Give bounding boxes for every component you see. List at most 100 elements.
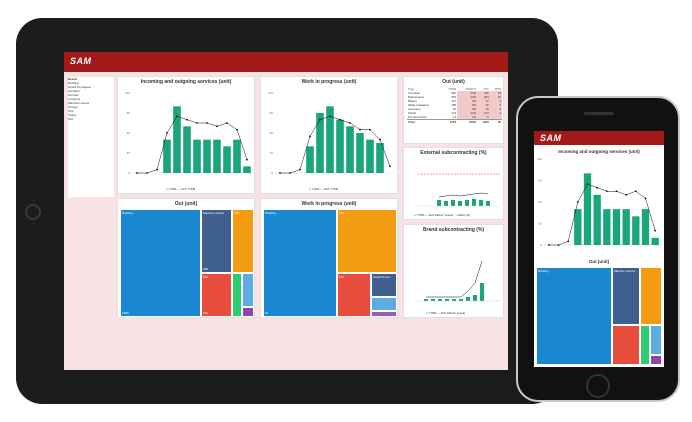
table-row[interactable]: No intervention 13 1% 5 [407, 115, 502, 120]
table-row[interactable]: Accessory 52 4% 19 6 [407, 107, 502, 111]
treemap-tile[interactable] [371, 297, 397, 311]
bar[interactable] [203, 139, 211, 173]
treemap-tile[interactable]: Oris [337, 209, 397, 273]
treemap-tile[interactable]: Breitling 1305 [120, 209, 201, 317]
treemap-tile[interactable] [371, 311, 397, 317]
table-row[interactable]: Complete 940 43% 196 35 [407, 91, 502, 95]
line-point[interactable] [279, 172, 281, 174]
bar[interactable] [183, 126, 191, 173]
slicer-item[interactable]: Hamilton [68, 89, 80, 93]
line-point[interactable] [329, 115, 331, 118]
slicer-item[interactable]: N/A [68, 117, 74, 121]
slicer-item[interactable]: Breitling [68, 81, 79, 85]
table-row[interactable]: Battery 167 6% 17 4 [407, 99, 502, 103]
bar[interactable] [213, 139, 221, 173]
treemap-tile[interactable]: Breitling [536, 267, 612, 365]
bar[interactable] [622, 209, 630, 245]
bar[interactable] [223, 146, 231, 173]
table-row[interactable]: Partial 473 22% 273 4 [407, 111, 502, 115]
line-point[interactable] [644, 197, 647, 200]
bar[interactable] [316, 113, 324, 173]
line-point[interactable] [226, 122, 228, 124]
bar[interactable] [336, 119, 344, 173]
line-point[interactable] [605, 190, 608, 193]
bar[interactable] [346, 126, 354, 173]
treemap-tile[interactable]: Oris [232, 209, 254, 273]
bar[interactable] [356, 133, 364, 173]
table-row[interactable]: Water resistance 188 9% 35 5 [407, 103, 502, 107]
treemap-tile[interactable] [640, 325, 650, 365]
bar[interactable] [233, 139, 241, 173]
line-point[interactable] [339, 118, 341, 121]
line-point[interactable] [166, 132, 168, 134]
line-point[interactable] [246, 158, 248, 161]
line-point[interactable] [349, 122, 351, 124]
line-point[interactable] [379, 138, 381, 141]
line-point[interactable] [206, 122, 208, 124]
bar[interactable] [306, 146, 314, 173]
line-point[interactable] [547, 244, 550, 246]
treemap-tile[interactable] [650, 355, 662, 365]
slicer-item[interactable]: Oris [68, 109, 74, 113]
treemap-tile[interactable]: N/A 210 [201, 273, 232, 317]
slicer-item[interactable]: Maurice Lacroix [68, 101, 90, 105]
bar[interactable] [366, 139, 374, 173]
line-point[interactable] [615, 190, 618, 193]
line-point[interactable] [289, 172, 291, 174]
phone-home-button[interactable] [586, 374, 610, 398]
line-point[interactable] [389, 165, 391, 168]
bar[interactable] [376, 143, 384, 173]
treemap-tile[interactable]: Maurice Lacroix [612, 267, 640, 325]
slicer-item[interactable]: Girard Perregaux [68, 85, 92, 89]
line-point[interactable] [596, 186, 599, 189]
slicer-item[interactable]: Longines [68, 97, 81, 101]
bar[interactable] [193, 139, 201, 173]
bar[interactable] [612, 209, 621, 245]
treemap-tile[interactable]: Girard Perre... [371, 273, 397, 297]
tablet-home-button[interactable] [25, 204, 41, 220]
line-point[interactable] [176, 115, 178, 118]
bar[interactable] [243, 166, 251, 173]
table-row[interactable]: Maintenance 553 24% 364 52 [407, 95, 502, 99]
line-point[interactable] [634, 190, 637, 193]
table-row[interactable]: Total 2173 100% 1020 46 [407, 119, 502, 124]
line-point[interactable] [369, 128, 371, 131]
bar[interactable] [651, 237, 659, 245]
bar[interactable] [593, 194, 601, 245]
line-point[interactable] [359, 128, 361, 131]
treemap-tile[interactable] [650, 325, 662, 355]
line-point[interactable] [216, 125, 218, 128]
line-point[interactable] [319, 118, 321, 121]
line-point[interactable] [236, 128, 238, 131]
treemap-tile[interactable]: N/A [337, 273, 371, 317]
treemap-tile[interactable] [612, 325, 640, 365]
bar[interactable] [163, 139, 171, 173]
slicer-item[interactable]: Omega [68, 105, 78, 109]
line-point[interactable] [654, 229, 657, 232]
bar[interactable] [173, 106, 181, 173]
treemap-tile[interactable] [242, 307, 254, 317]
treemap-tile[interactable]: Maurice Lacroix 298 [201, 209, 232, 273]
line-point[interactable] [196, 122, 198, 124]
line-point[interactable] [625, 193, 628, 196]
line-point[interactable] [576, 201, 579, 203]
treemap-tile[interactable] [232, 273, 242, 317]
line-point[interactable] [309, 135, 311, 138]
treemap-tile[interactable] [242, 273, 254, 307]
bar[interactable] [574, 209, 582, 245]
line-point[interactable] [567, 240, 570, 243]
bar[interactable] [326, 106, 334, 173]
line-point[interactable] [146, 172, 148, 174]
bar[interactable] [583, 173, 592, 245]
bar[interactable] [603, 209, 611, 245]
line-point[interactable] [186, 118, 188, 121]
slicer-item[interactable]: Tissot [68, 113, 76, 117]
line-point[interactable] [299, 168, 301, 171]
line-point[interactable] [557, 244, 560, 246]
line-point[interactable] [156, 168, 158, 171]
slicer-item[interactable]: Hermes [68, 93, 79, 97]
treemap-tile[interactable] [640, 267, 662, 325]
treemap-tile[interactable]: Breitling 1k [263, 209, 337, 317]
line-point[interactable] [586, 183, 589, 185]
line-point[interactable] [136, 172, 138, 174]
